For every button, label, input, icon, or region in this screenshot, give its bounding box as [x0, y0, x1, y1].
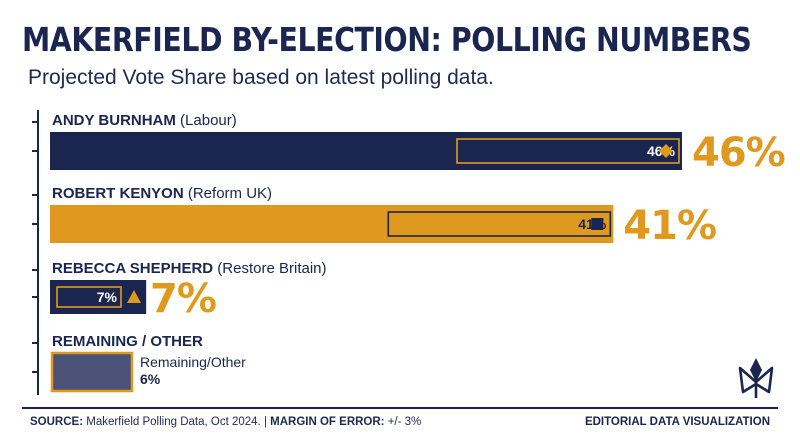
bar-side-label: Remaining/Other	[140, 354, 246, 370]
bar-inner-box	[387, 211, 612, 237]
bar-category-label: REMAINING / OTHER	[52, 333, 203, 350]
footer-credit: EDITORIAL DATA VISUALIZATION	[584, 416, 770, 428]
chart-subtitle: Projected Vote Share based on latest pol…	[28, 66, 494, 89]
bar-remaining	[50, 351, 134, 393]
party-name: (Restore Britain)	[213, 260, 326, 277]
bar-2	[50, 205, 614, 243]
candidate-name: ANDY BURNHAM	[52, 112, 176, 129]
bar-outer-value-label: 7%	[150, 276, 216, 322]
source-text: Makerfield Polling Data, Oct 2024.	[86, 416, 261, 428]
footer-source: SOURCE: Makerfield Polling Data, Oct 202…	[30, 416, 421, 428]
margin-text: +/- 3%	[387, 416, 422, 428]
party-name: (Labour)	[176, 112, 237, 129]
margin-label: MARGIN OF ERROR:	[270, 416, 385, 428]
bar-inner-value-label: 7%	[97, 289, 118, 305]
diamond-marker	[659, 144, 673, 158]
bar-category-label: ANDY BURNHAM (Labour)	[52, 112, 237, 129]
bar-3	[50, 280, 147, 314]
bar-category-label: ROBERT KENYON (Reform UK)	[52, 185, 272, 202]
source-label: SOURCE:	[30, 416, 84, 428]
bar-1	[50, 132, 682, 170]
bar-chart: ANDY BURNHAM (Labour)46%46%ROBERT KENYON…	[32, 110, 786, 395]
party-name: (Reform UK)	[184, 185, 272, 202]
chart-title: MAKERFIELD BY-ELECTION: POLLING NUMBERS	[22, 20, 752, 59]
emblem-logo-icon	[738, 358, 774, 398]
footer-separator: |	[263, 416, 267, 428]
candidate-name: ROBERT KENYON	[52, 185, 184, 202]
bar-category-label: REBECCA SHEPHERD (Restore Britain)	[52, 260, 327, 277]
bar-inner-box	[56, 286, 122, 308]
bar-outer-value-label: 46%	[692, 130, 785, 176]
bar-outer-value-label: 41%	[623, 203, 716, 249]
triangle-marker	[127, 290, 141, 303]
candidate-name: REMAINING / OTHER	[52, 333, 203, 350]
bar-side-value: 6%	[140, 371, 161, 387]
square-marker	[591, 218, 604, 230]
candidate-name: REBECCA SHEPHERD	[52, 260, 213, 277]
bar-inner-box	[456, 138, 680, 164]
footer-divider	[22, 407, 778, 409]
